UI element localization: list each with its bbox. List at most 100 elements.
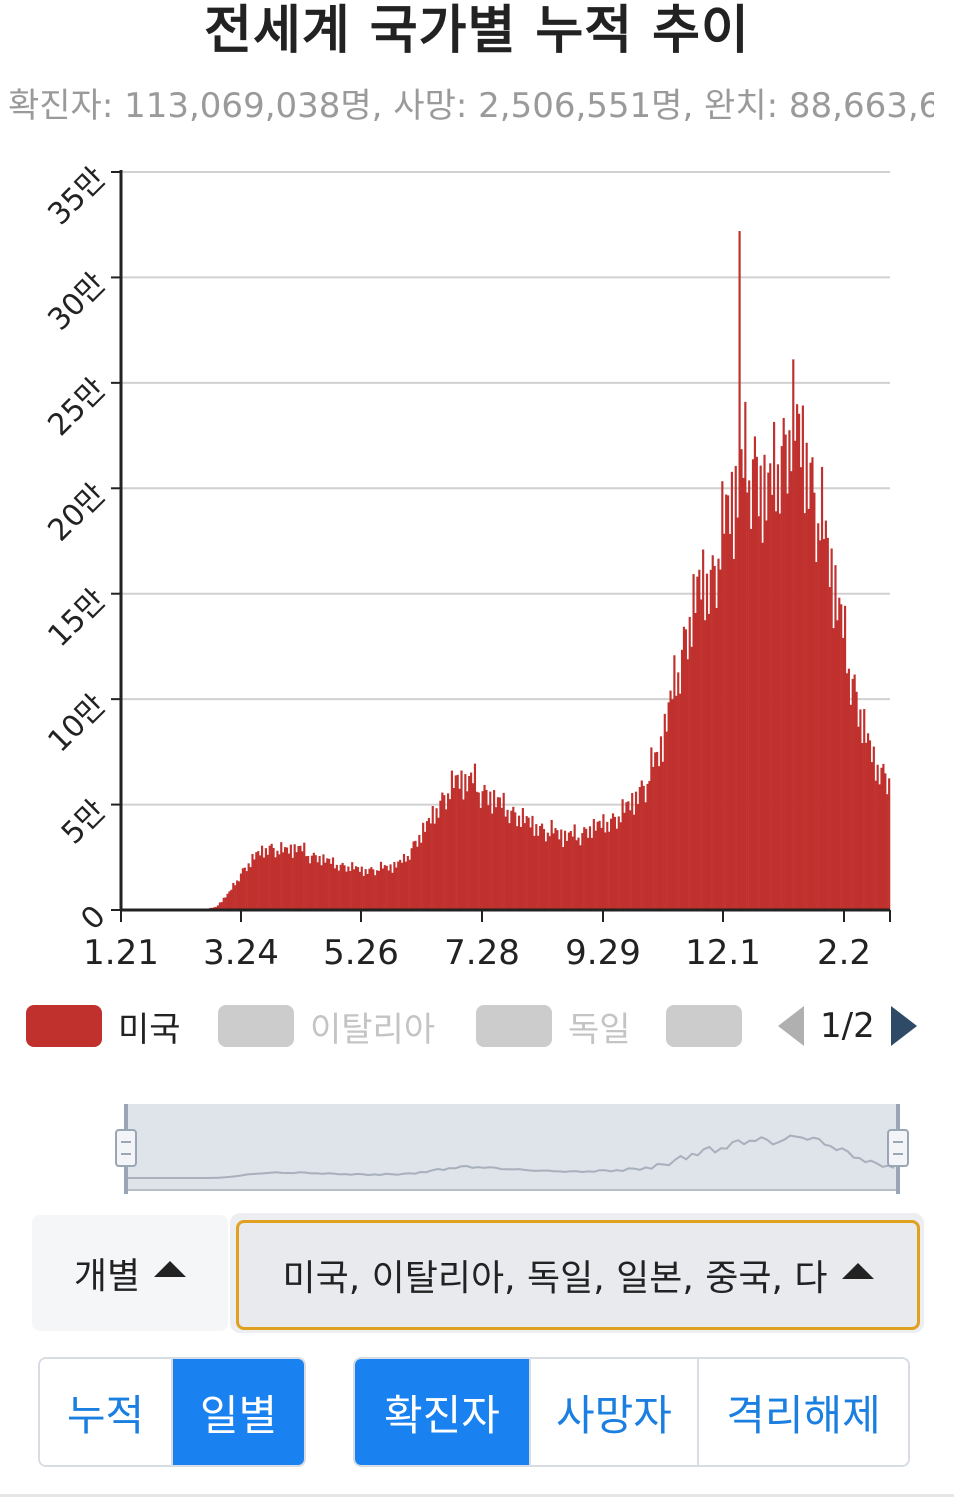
bar[interactable] <box>333 868 337 910</box>
bar[interactable] <box>458 788 461 910</box>
bar[interactable] <box>822 539 826 910</box>
bar[interactable] <box>688 616 691 910</box>
navigator-right-handle[interactable] <box>887 1129 909 1167</box>
bar[interactable] <box>393 862 396 910</box>
bar[interactable] <box>259 855 262 910</box>
bar[interactable] <box>569 830 572 910</box>
bar[interactable] <box>613 816 617 910</box>
bar[interactable] <box>420 842 423 910</box>
bar[interactable] <box>523 823 526 910</box>
bar[interactable] <box>776 464 780 910</box>
bar[interactable] <box>732 558 735 910</box>
bar[interactable] <box>552 833 555 910</box>
bar[interactable] <box>884 773 887 910</box>
deaths-button[interactable]: 사망자 <box>529 1359 697 1465</box>
bar[interactable] <box>502 792 505 910</box>
range-navigator[interactable] <box>110 1100 914 1196</box>
bar[interactable] <box>358 871 361 910</box>
bar[interactable] <box>677 672 680 910</box>
bar[interactable] <box>414 840 417 910</box>
bar[interactable] <box>544 841 547 910</box>
bar[interactable] <box>736 517 739 910</box>
bar[interactable] <box>602 814 605 910</box>
bar[interactable] <box>529 827 532 910</box>
bar[interactable] <box>853 674 856 910</box>
bar[interactable] <box>679 693 682 910</box>
bar[interactable] <box>360 866 363 910</box>
bar[interactable] <box>349 870 352 910</box>
bar[interactable] <box>535 824 538 910</box>
bar[interactable] <box>631 793 634 910</box>
bar[interactable] <box>692 574 695 910</box>
bar[interactable] <box>257 851 260 910</box>
bar[interactable] <box>391 872 394 910</box>
bar[interactable] <box>556 830 559 910</box>
bar[interactable] <box>851 678 854 910</box>
bar[interactable] <box>820 466 824 910</box>
bar[interactable] <box>585 828 588 910</box>
recovered-button[interactable]: 격리해제 <box>697 1359 908 1465</box>
bar[interactable] <box>429 823 432 910</box>
bar[interactable] <box>690 646 693 910</box>
bar[interactable] <box>475 791 478 910</box>
bar[interactable] <box>748 480 751 910</box>
bar[interactable] <box>558 839 561 910</box>
bar[interactable] <box>479 807 482 910</box>
bar[interactable] <box>291 857 294 910</box>
bar[interactable] <box>579 845 582 910</box>
legend-item-usa[interactable]: 미국 <box>26 998 181 1054</box>
bar[interactable] <box>562 847 565 910</box>
bar[interactable] <box>680 649 684 910</box>
bar[interactable] <box>650 747 653 910</box>
bar[interactable] <box>427 817 430 910</box>
bar[interactable] <box>496 797 500 910</box>
bar[interactable] <box>272 847 275 910</box>
bar[interactable] <box>268 845 271 910</box>
bar[interactable] <box>767 472 770 910</box>
bar[interactable] <box>548 836 551 910</box>
bar[interactable] <box>264 848 267 910</box>
bar[interactable] <box>464 774 467 910</box>
bar[interactable] <box>859 709 862 910</box>
bar[interactable] <box>753 436 757 910</box>
bar[interactable] <box>376 870 379 910</box>
bar[interactable] <box>700 599 703 910</box>
bar[interactable] <box>771 494 774 910</box>
bar[interactable] <box>470 772 473 910</box>
bar[interactable] <box>872 746 875 910</box>
bar[interactable] <box>274 857 277 910</box>
bar[interactable] <box>282 852 285 910</box>
bar[interactable] <box>608 831 611 910</box>
bar[interactable] <box>698 569 701 910</box>
bar[interactable] <box>834 565 837 910</box>
bar[interactable] <box>454 775 457 910</box>
bar[interactable] <box>303 842 306 910</box>
bar[interactable] <box>755 456 758 910</box>
bar[interactable] <box>387 870 390 910</box>
bar[interactable] <box>671 699 674 910</box>
bar[interactable] <box>665 731 668 910</box>
bar[interactable] <box>707 613 710 910</box>
bar[interactable] <box>780 446 783 910</box>
bar[interactable] <box>730 471 733 910</box>
bar[interactable] <box>759 465 762 910</box>
bar[interactable] <box>293 844 296 910</box>
bar[interactable] <box>621 799 624 910</box>
bar[interactable] <box>554 828 557 910</box>
bar[interactable] <box>377 870 381 910</box>
bar[interactable] <box>519 826 523 910</box>
bar[interactable] <box>600 827 603 910</box>
bar[interactable] <box>218 902 221 911</box>
country-dropdown[interactable]: 미국, 이탈리아, 독일, 일본, 중국, 다 <box>236 1220 920 1330</box>
bar[interactable] <box>673 655 676 910</box>
bar[interactable] <box>374 875 377 910</box>
bar[interactable] <box>550 819 553 910</box>
bar[interactable] <box>226 893 229 910</box>
bar[interactable] <box>797 413 801 910</box>
bar[interactable] <box>517 815 521 910</box>
bar[interactable] <box>838 597 841 910</box>
bar[interactable] <box>237 881 241 910</box>
bar[interactable] <box>723 533 726 910</box>
bar[interactable] <box>512 806 515 910</box>
bar[interactable] <box>381 868 384 910</box>
